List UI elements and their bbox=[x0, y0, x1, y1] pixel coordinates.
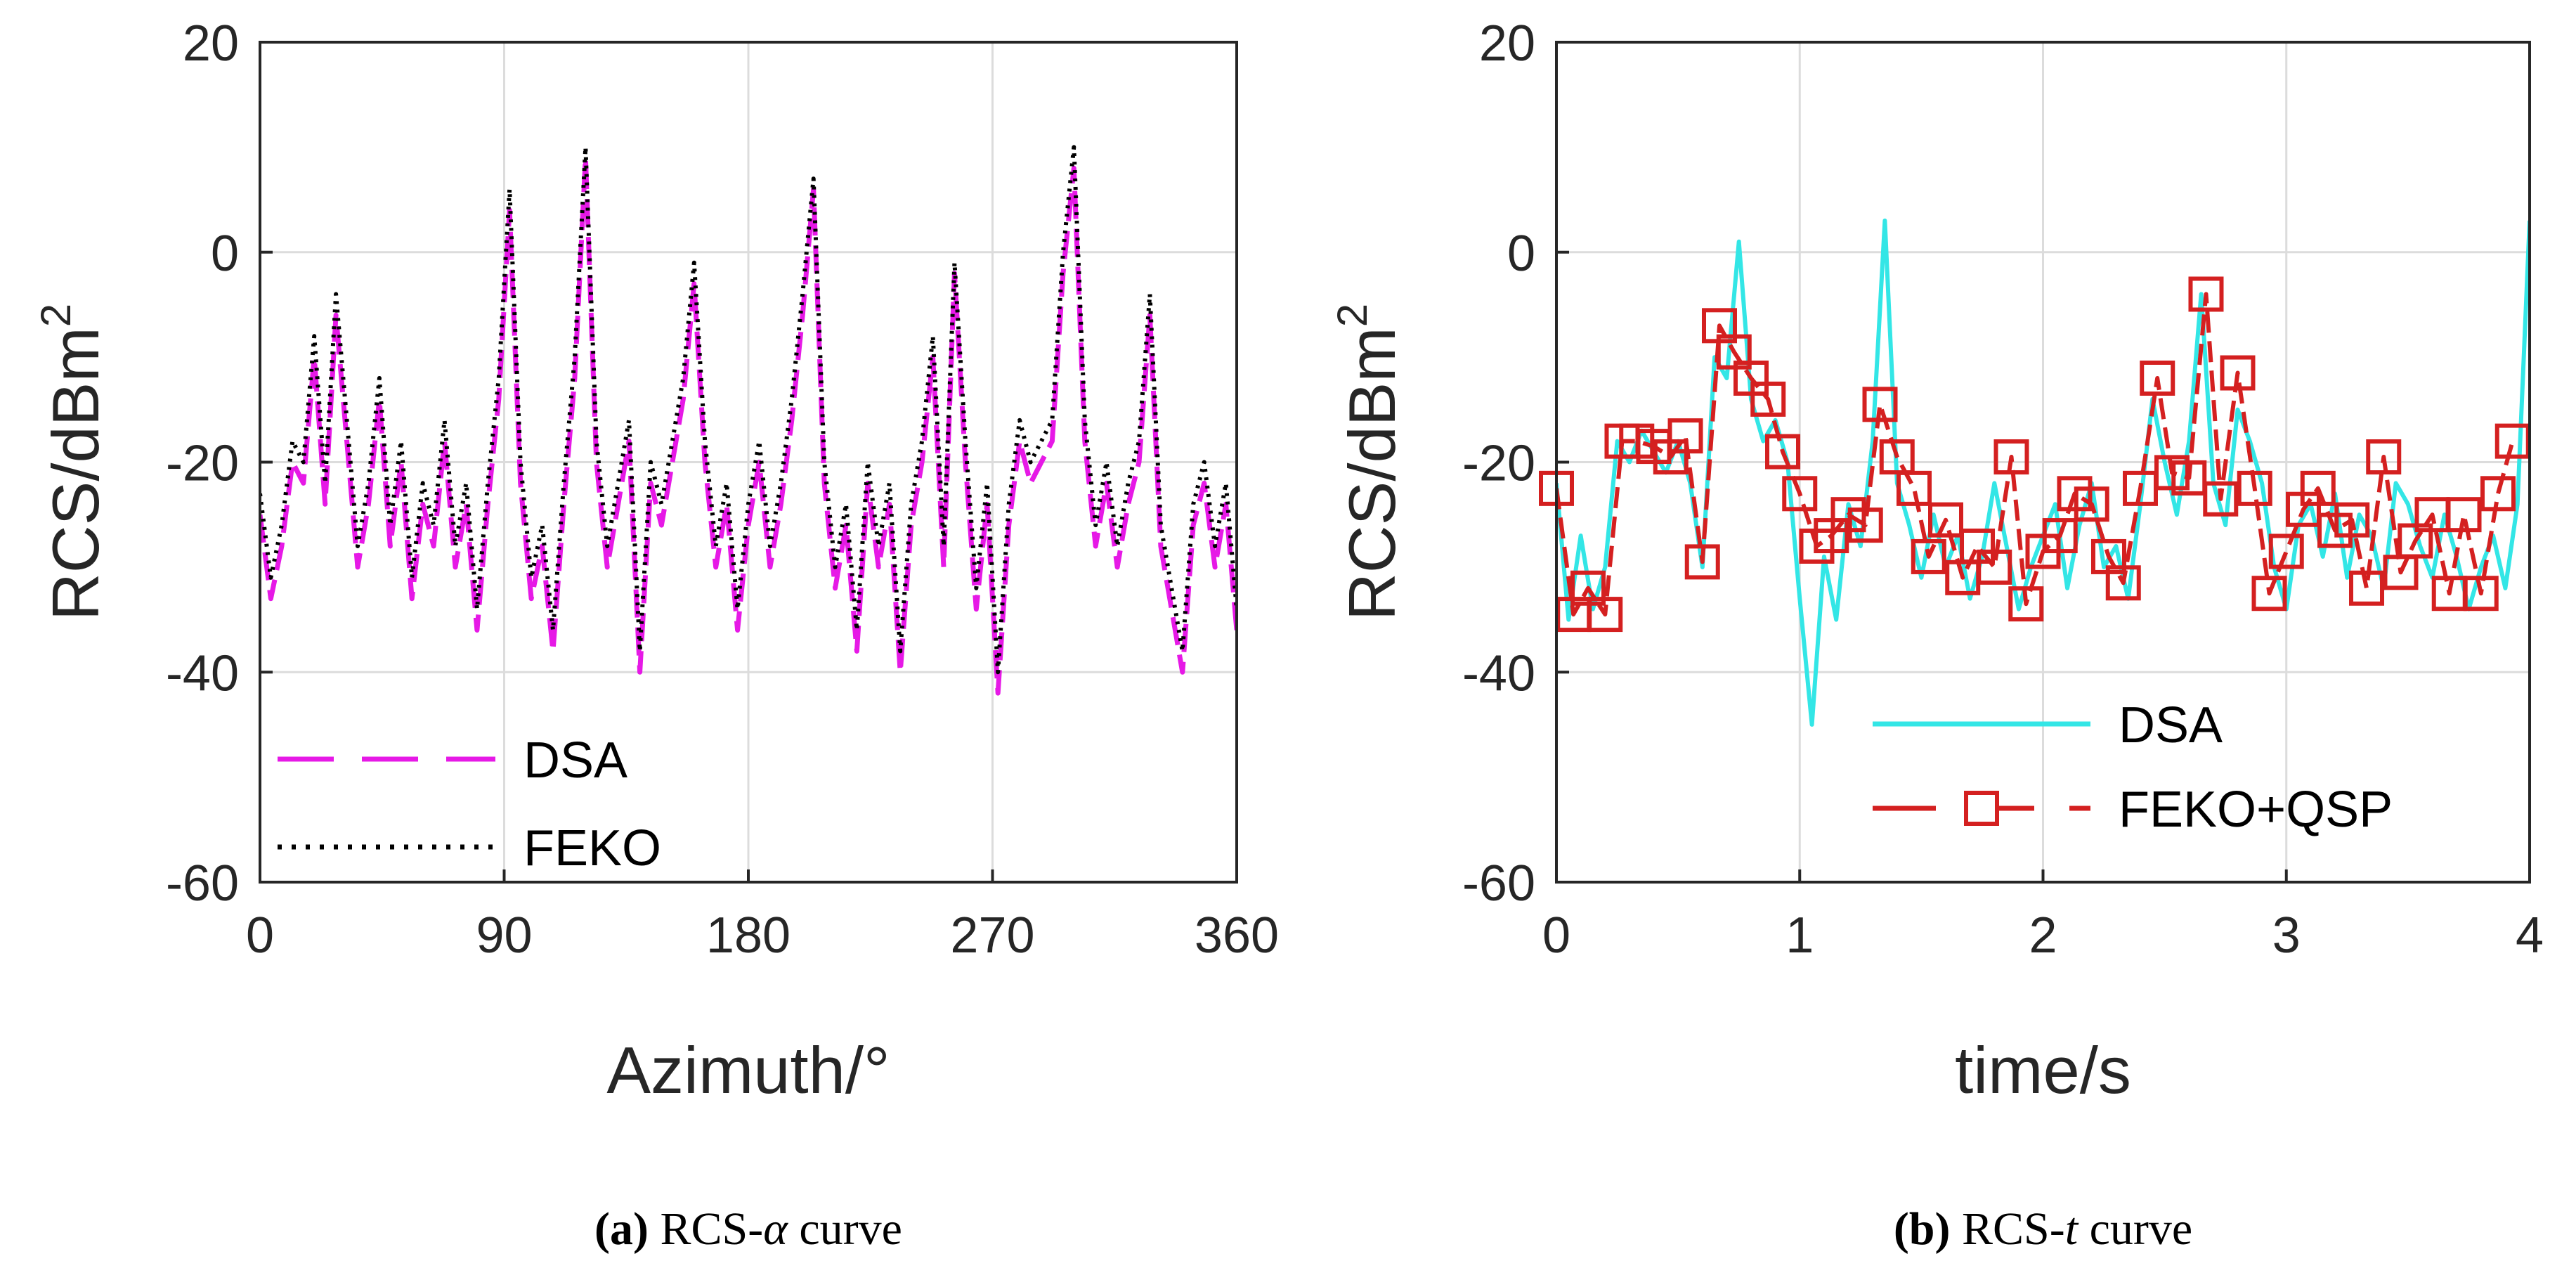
chart-1-marker-39 bbox=[2171, 460, 2207, 496]
chart-1-marker-45 bbox=[2268, 533, 2304, 569]
chart-1-marker-56 bbox=[2446, 497, 2482, 533]
chart-0-xtick-label-2: 180 bbox=[706, 907, 791, 964]
chart-0-ylabel: RCS/dBm2 bbox=[32, 304, 112, 621]
chart-1-marker-9 bbox=[1684, 544, 1720, 580]
chart-1-ytick-label-0: -60 bbox=[1462, 855, 1535, 912]
chart-0-legend-label-0: DSA bbox=[523, 732, 627, 789]
panel-a-rcs-alpha: 0 90 180 270 360 -60 -40 -20 0 20 Azimuth/° RCS/dBm… bbox=[32, 15, 1279, 1255]
chart-1-series-feko-qsp bbox=[1556, 292, 2515, 617]
chart-1-ytick-label-3: 0 bbox=[1507, 226, 1535, 282]
chart-1-marker-50 bbox=[2349, 570, 2385, 606]
chart-1-marker-49 bbox=[2334, 502, 2370, 538]
chart-1-marker-8 bbox=[1667, 418, 1703, 454]
chart-1-marker-33 bbox=[2074, 486, 2109, 522]
chart-1-marker-59 bbox=[2494, 423, 2530, 459]
chart-1-xlabel: time/s bbox=[1955, 1033, 2131, 1107]
chart-1-marker-20 bbox=[1862, 387, 1898, 422]
chart-1-legend-label-0: DSA bbox=[2119, 697, 2223, 753]
chart-1-marker-31 bbox=[2042, 518, 2078, 554]
chart-1-marker-24 bbox=[1928, 502, 1963, 538]
chart-1-marker-22 bbox=[1896, 470, 1932, 506]
chart-1-marker-15 bbox=[1782, 476, 1818, 512]
chart-0-ytick-label-4: 20 bbox=[183, 15, 239, 72]
chart-1-marker-28 bbox=[1993, 439, 2029, 475]
chart-1-xtick-label-1: 1 bbox=[1785, 907, 1814, 964]
chart-1-marker-37 bbox=[2140, 361, 2175, 396]
chart-1-marker-47 bbox=[2300, 470, 2336, 506]
chart-0-xlabel: Azimuth/° bbox=[606, 1033, 890, 1107]
chart-1-ytick-label-2: -20 bbox=[1462, 436, 1535, 492]
chart-0-series-dsa bbox=[260, 155, 1237, 696]
chart-1-xtick-label-2: 2 bbox=[2029, 907, 2057, 964]
chart-1-ylabel: RCS/dBm2 bbox=[1329, 304, 1409, 621]
chart-1-marker-29 bbox=[2008, 586, 2044, 622]
chart-1-marker-57 bbox=[2463, 576, 2499, 612]
chart-1-marker-13 bbox=[1750, 381, 1786, 417]
chart-0-xtick-label-1: 90 bbox=[476, 907, 532, 964]
chart-0-legend-label-1: FEKO bbox=[523, 820, 661, 876]
panel-b-rcs-t: 0 1 2 3 4 -60 -40 -20 0 20 time/s RCS/dBm2 DSA FEKO+Q… bbox=[1329, 15, 2544, 1255]
chart-1-legend-marker-1 bbox=[1964, 791, 1999, 826]
chart-1-marker-51 bbox=[2366, 439, 2402, 475]
chart-0-ytick-label-3: 0 bbox=[211, 226, 239, 282]
chart-1-ytick-label-4: 20 bbox=[1479, 15, 1535, 72]
chart-1-ytick-label-1: -40 bbox=[1462, 645, 1535, 701]
chart-1-marker-41 bbox=[2203, 481, 2239, 517]
chart-1-xtick-label-3: 3 bbox=[2272, 907, 2301, 964]
chart-0-caption: (a) RCS-α curve bbox=[594, 1203, 902, 1255]
chart-1-marker-14 bbox=[1765, 434, 1801, 470]
chart-0-xtick-label-3: 270 bbox=[950, 907, 1034, 964]
chart-1-caption: (b) RCS-t curve bbox=[1894, 1203, 2192, 1255]
chart-0-ytick-label-2: -20 bbox=[166, 436, 239, 492]
chart-0-ytick-label-1: -40 bbox=[166, 645, 239, 701]
chart-1-marker-23 bbox=[1911, 538, 1946, 574]
chart-1-legend-label-1: FEKO+QSP bbox=[2119, 782, 2393, 838]
chart-0-series-feko bbox=[260, 145, 1237, 675]
chart-1-xtick-label-0: 0 bbox=[1542, 907, 1570, 964]
chart-1-marker-43 bbox=[2237, 470, 2272, 506]
chart-1-marker-42 bbox=[2220, 355, 2256, 391]
chart-1-xtick-label-4: 4 bbox=[2516, 907, 2544, 964]
chart-0-xtick-label-4: 360 bbox=[1195, 907, 1279, 964]
chart-1-marker-3 bbox=[1587, 597, 1623, 633]
chart-1-marker-35 bbox=[2105, 565, 2141, 601]
chart-1-marker-27 bbox=[1977, 549, 2012, 585]
chart-1-marker-40 bbox=[2188, 276, 2224, 312]
chart-0-xtick-label-0: 0 bbox=[246, 907, 274, 964]
chart-0-ytick-label-0: -60 bbox=[166, 855, 239, 912]
chart-1-marker-44 bbox=[2251, 576, 2287, 612]
chart-1-marker-58 bbox=[2480, 476, 2516, 512]
chart-1-marker-19 bbox=[1847, 507, 1883, 543]
